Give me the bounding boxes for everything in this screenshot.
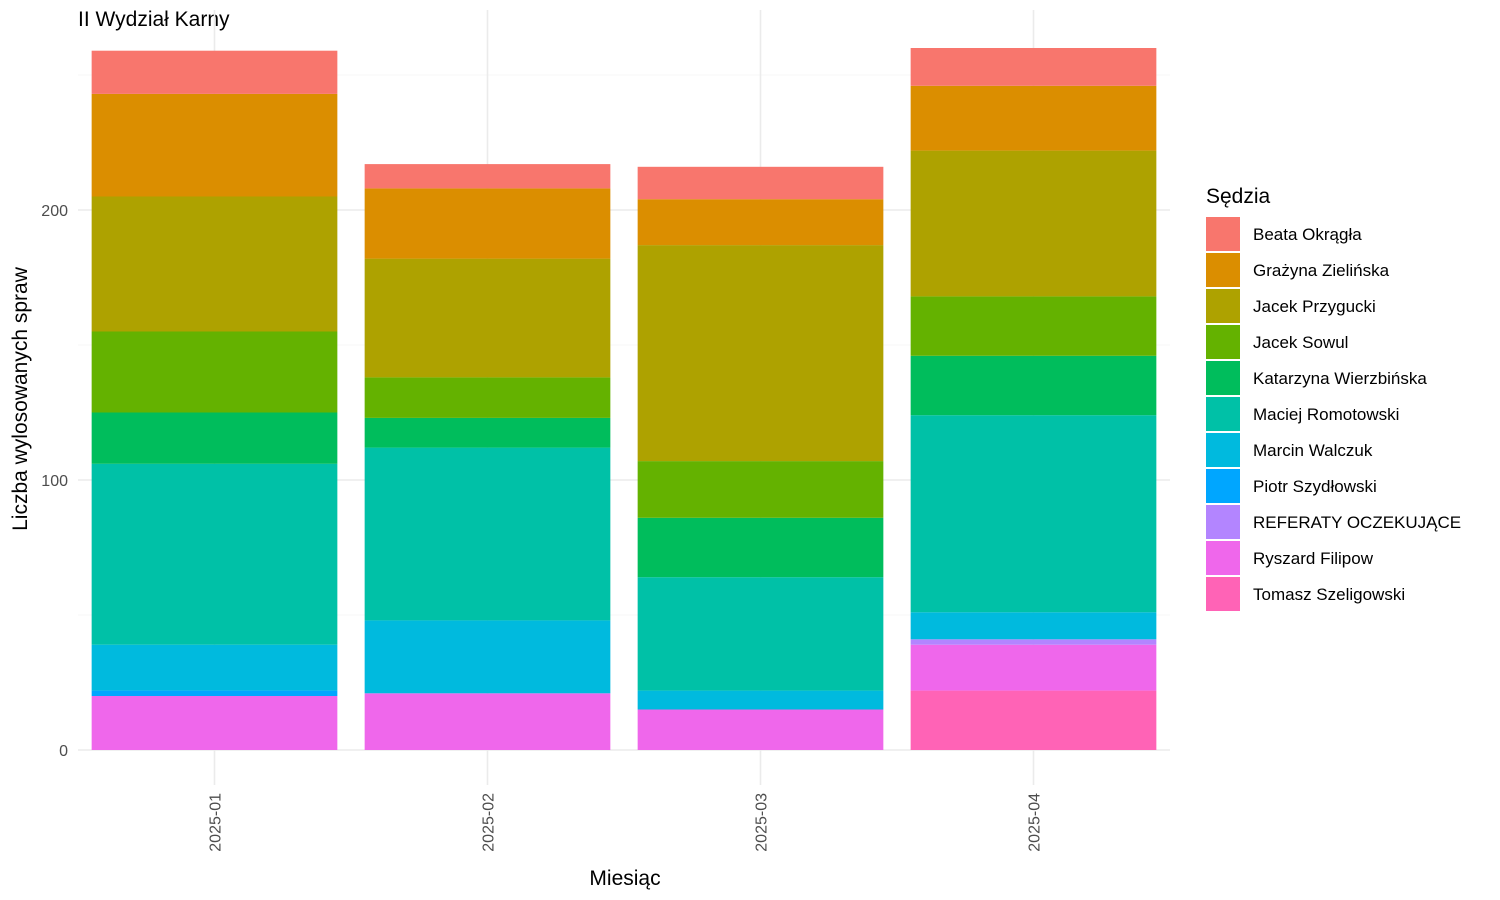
y-axis-title: Liczba wylosowanych spraw bbox=[9, 266, 32, 531]
x-tick-label: 2025-03 bbox=[754, 793, 771, 852]
bar-segment bbox=[364, 164, 611, 189]
bar-segment bbox=[91, 412, 338, 464]
bar-segment bbox=[91, 463, 338, 645]
bar-segment bbox=[364, 188, 611, 259]
legend: Sędzia Beata Okrągła Grażyna Zielińska Jac… bbox=[1206, 185, 1461, 611]
legend-label: Grażyna Zielińska bbox=[1253, 261, 1390, 280]
legend-item: Grażyna Zielińska bbox=[1206, 253, 1390, 287]
bar-segment bbox=[910, 415, 1157, 613]
legend-label: Maciej Romotowski bbox=[1253, 405, 1399, 424]
legend-item: Katarzyna Wierzbińska bbox=[1206, 361, 1427, 395]
bar-segment bbox=[910, 690, 1157, 750]
bar-segment bbox=[637, 461, 884, 518]
legend-swatch bbox=[1206, 397, 1240, 431]
legend-item: Jacek Sowul bbox=[1206, 325, 1348, 359]
x-axis-title: Miesiąc bbox=[589, 867, 660, 890]
bar-segment bbox=[364, 693, 611, 750]
legend-swatch bbox=[1206, 433, 1240, 467]
legend-label: Jacek Sowul bbox=[1253, 333, 1348, 352]
legend-label: Tomasz Szeligowski bbox=[1253, 585, 1405, 604]
legend-label: REFERATY OCZEKUJĄCE bbox=[1253, 513, 1461, 532]
y-tick-label: 200 bbox=[41, 203, 68, 220]
bar-segment bbox=[364, 620, 611, 694]
y-tick-label: 100 bbox=[41, 473, 68, 490]
bar-segment bbox=[91, 690, 338, 696]
bar-segment bbox=[910, 612, 1157, 640]
x-tick-label: 2025-02 bbox=[481, 793, 498, 852]
bar-segment bbox=[910, 296, 1157, 356]
y-tick-label: 0 bbox=[59, 743, 68, 760]
legend-swatch bbox=[1206, 325, 1240, 359]
bar-segment bbox=[637, 166, 884, 200]
bar-segment bbox=[910, 150, 1157, 297]
bar-segment bbox=[91, 644, 338, 691]
legend-label: Piotr Szydłowski bbox=[1253, 477, 1377, 496]
legend-swatch bbox=[1206, 217, 1240, 251]
legend-swatch bbox=[1206, 469, 1240, 503]
y-axis-ticks: 0 100 200 bbox=[41, 203, 68, 760]
x-tick-label: 2025-01 bbox=[208, 793, 225, 852]
bar-segment bbox=[91, 93, 338, 197]
legend-item: Jacek Przygucki bbox=[1206, 289, 1376, 323]
legend-swatch bbox=[1206, 577, 1240, 611]
bar-segment bbox=[91, 196, 338, 332]
x-axis-ticks: 2025-01 2025-02 2025-03 2025-04 bbox=[208, 793, 1044, 852]
legend-label: Katarzyna Wierzbińska bbox=[1253, 369, 1427, 388]
legend-item: Piotr Szydłowski bbox=[1206, 469, 1377, 503]
legend-label: Beata Okrągła bbox=[1253, 225, 1362, 244]
bar-segment bbox=[910, 48, 1157, 86]
legend-swatch bbox=[1206, 505, 1240, 539]
chart-title: II Wydział Karny bbox=[78, 8, 230, 31]
bar-segment bbox=[637, 199, 884, 246]
x-tick-label: 2025-04 bbox=[1027, 793, 1044, 852]
bar-segment bbox=[91, 696, 338, 750]
legend-swatch bbox=[1206, 289, 1240, 323]
legend-title: Sędzia bbox=[1206, 185, 1271, 208]
bar-segment bbox=[637, 245, 884, 462]
legend-swatch bbox=[1206, 361, 1240, 395]
legend-label: Ryszard Filipow bbox=[1253, 549, 1374, 568]
legend-swatch bbox=[1206, 541, 1240, 575]
legend-item: Maciej Romotowski bbox=[1206, 397, 1399, 431]
bars bbox=[91, 48, 1157, 750]
bar-segment bbox=[910, 639, 1157, 645]
bar-segment bbox=[637, 690, 884, 710]
bar-segment bbox=[91, 50, 338, 94]
legend-item: REFERATY OCZEKUJĄCE bbox=[1206, 505, 1461, 539]
bar-segment bbox=[910, 644, 1157, 691]
bar-segment bbox=[637, 577, 884, 691]
bar-segment bbox=[91, 331, 338, 413]
bar-segment bbox=[364, 417, 611, 448]
legend-label: Jacek Przygucki bbox=[1253, 297, 1376, 316]
legend-item: Beata Okrągła bbox=[1206, 217, 1362, 251]
bar-segment bbox=[637, 517, 884, 578]
legend-label: Marcin Walczuk bbox=[1253, 441, 1373, 460]
legend-item: Tomasz Szeligowski bbox=[1206, 577, 1405, 611]
bar-segment bbox=[637, 709, 884, 750]
legend-item: Ryszard Filipow bbox=[1206, 541, 1374, 575]
bar-segment bbox=[364, 377, 611, 418]
bar-segment bbox=[910, 355, 1157, 416]
bar-segment bbox=[364, 447, 611, 621]
legend-item: Marcin Walczuk bbox=[1206, 433, 1373, 467]
legend-swatch bbox=[1206, 253, 1240, 287]
bar-segment bbox=[910, 85, 1157, 151]
bar-segment bbox=[364, 258, 611, 378]
